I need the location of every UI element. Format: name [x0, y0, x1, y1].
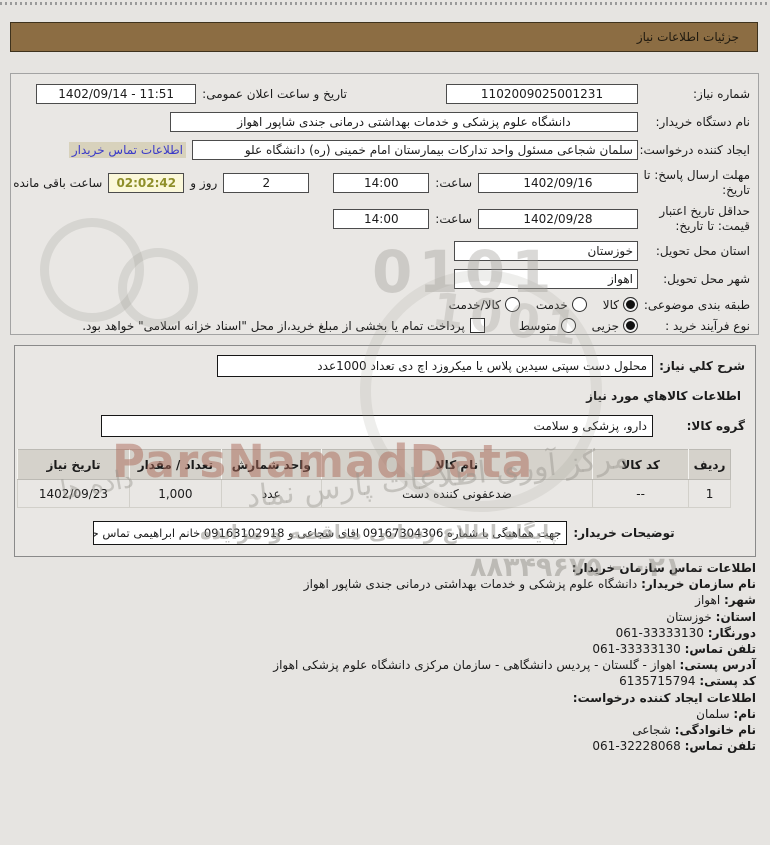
col-item-code: کد کالا [592, 449, 690, 480]
creator-row: تلفن تماس: 32228068-061 [592, 739, 756, 754]
table-row: 1 -- ضدعفونی کننده دست عدد 1,000 1402/09… [17, 479, 731, 508]
radio-minor-label: جزیی [591, 318, 619, 333]
need-number-label: شماره نیاز: [693, 87, 750, 101]
col-need-date: تاریخ نیاز [17, 449, 130, 480]
cell-row-number: 1 [688, 479, 731, 508]
goods-group-label: گروه کالا: [686, 419, 745, 433]
general-info-panel: شماره نیاز: 1102009025001231 تاریخ و ساع… [10, 73, 759, 335]
radio-minor[interactable] [623, 318, 638, 333]
need-items-panel: شرح کلي نياز: محلول دست سپتی سیدین پلاس … [14, 345, 756, 557]
contact-row: کد پستی: 6135715794 [619, 674, 756, 689]
city-field[interactable]: اهواز [454, 269, 638, 289]
buyer-contact-block: اطلاعات تماس سازمان خریدار: نام سازمان خ… [14, 560, 756, 754]
items-table-header-row: ردیف کد کالا نام کالا واحد شمارش تعداد /… [17, 449, 731, 480]
price-validity-time-field[interactable]: 14:00 [333, 209, 430, 229]
price-validity-time-label: ساعت: [435, 212, 472, 226]
reply-deadline-time-label: ساعت: [435, 176, 472, 190]
creator-heading: اطلاعات ایجاد کننده درخواست: [572, 690, 756, 705]
creator-row: نام: سلمان [696, 706, 756, 721]
top-dotted-divider [0, 2, 770, 5]
process-type-label: نوع فرآیند خرید : [665, 318, 750, 333]
contact-row: نام سازمان خریدار: دانشگاه علوم پزشکی و … [303, 577, 756, 592]
radio-goods[interactable] [623, 297, 638, 312]
province-label: استان محل تحویل: [655, 244, 750, 258]
col-unit: واحد شمارش [220, 449, 322, 480]
creator-row: نام خانوادگی: شجاعی [632, 723, 756, 738]
radio-medium-label: متوسط [518, 318, 557, 333]
goods-info-heading: اطلاعات کالاهاي مورد نياز [586, 389, 741, 403]
price-validity-label: حداقل تاریخ اعتبار قیمت: تا تاریخ: [659, 204, 750, 233]
radio-service[interactable] [571, 297, 587, 312]
buyer-notes-label: توضیحات خریدار: [573, 526, 675, 540]
reply-deadline-time-field[interactable]: 14:00 [333, 173, 430, 193]
countdown-timer: 02:02:42 [108, 173, 185, 193]
province-field[interactable]: خوزستان [454, 241, 638, 261]
need-description-field[interactable]: محلول دست سپتی سیدین پلاس یا میکروزد اچ … [217, 355, 654, 377]
treasury-docs-label: پرداخت تمام یا بخشی از مبلغ خرید،از محل … [82, 318, 465, 333]
contact-row: دورنگار: 33333130-061 [615, 625, 756, 640]
col-quantity: تعداد / مقدار [128, 449, 222, 480]
need-number-field[interactable]: 1102009025001231 [446, 84, 638, 104]
radio-goods-service[interactable] [504, 297, 520, 312]
buyer-contact-link[interactable]: اطلاعات تماس خریدار [68, 142, 186, 158]
reply-deadline-date-field[interactable]: 1402/09/16 [478, 173, 638, 193]
cell-need-date: 1402/09/23 [17, 479, 130, 508]
cell-item-name: ضدعفونی کننده دست [320, 479, 594, 508]
col-row-number: ردیف [688, 449, 731, 480]
radio-goods-label: کالا [602, 297, 619, 312]
contact-row: آدرس پستی: اهواز - گلستان - پردیس دانشگا… [273, 658, 756, 673]
category-label: طبقه بندی موضوعی: [643, 297, 750, 312]
cell-quantity: 1,000 [128, 479, 222, 508]
buyer-org-field[interactable]: دانشگاه علوم پزشکی و خدمات بهداشتی درمان… [170, 112, 638, 132]
need-description-label: شرح کلي نياز: [659, 359, 745, 373]
contact-row: تلفن تماس: 33333130-061 [592, 642, 756, 657]
contact-row: شهر: اهواز [695, 593, 756, 608]
countdown-label: ساعت باقی مانده [13, 176, 103, 190]
items-table: ردیف کد کالا نام کالا واحد شمارش تعداد /… [17, 449, 731, 508]
days-remaining-label: روز و [190, 176, 218, 190]
cell-unit: عدد [220, 479, 322, 508]
days-remaining-field[interactable]: 2 [223, 173, 310, 193]
treasury-docs-checkbox[interactable] [469, 318, 485, 333]
goods-group-field[interactable]: دارو، پزشکی و سلامت [101, 415, 653, 437]
contact-row: استان: خوزستان [666, 609, 756, 624]
reply-deadline-label: مهلت ارسال پاسخ: تا تاریخ: [643, 168, 750, 197]
announce-label: تاریخ و ساعت اعلان عمومی: [202, 87, 347, 101]
radio-service-label: خدمت [535, 297, 568, 312]
contact-heading: اطلاعات تماس سازمان خریدار: [571, 561, 756, 575]
col-item-name: نام کالا [320, 449, 594, 480]
buyer-notes-field[interactable]: جهت هماهنگی با شماره 09167304306 اقای شج… [93, 521, 568, 545]
request-creator-field[interactable]: سلمان شجاعی مسئول واحد تدارکات بیمارستان… [192, 140, 638, 160]
buyer-org-label: نام دستگاه خریدار: [655, 115, 751, 129]
title-bar: جزئیات اطلاعات نیاز [10, 22, 758, 52]
city-label: شهر محل تحویل: [663, 272, 750, 286]
radio-goods-service-label: کالا/خدمت [448, 297, 501, 312]
request-creator-label: ایجاد کننده درخواست: [639, 143, 750, 157]
page-title: جزئیات اطلاعات نیاز [636, 30, 739, 44]
cell-item-code: -- [592, 479, 690, 508]
radio-medium[interactable] [560, 318, 576, 333]
price-validity-date-field[interactable]: 1402/09/28 [478, 209, 638, 229]
announce-datetime-field[interactable]: 11:51 - 1402/09/14 [36, 84, 197, 104]
